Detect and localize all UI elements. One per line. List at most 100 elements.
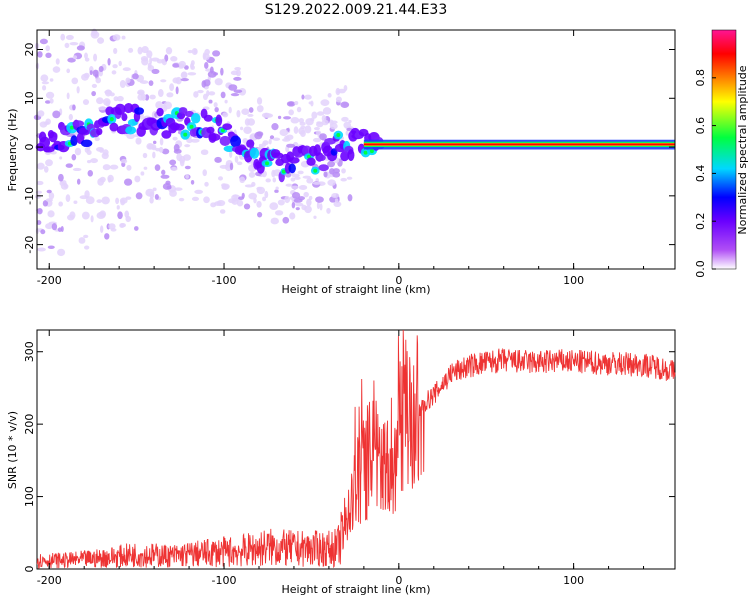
- spectrogram-blob: [246, 139, 255, 148]
- spectrogram-blob: [71, 154, 77, 161]
- spectrogram-blob: [265, 178, 271, 183]
- x-tick-label: 0: [395, 574, 402, 587]
- spectrogram-blob: [214, 156, 222, 163]
- colorbar-label: Normalized spectral amplitude: [736, 65, 749, 234]
- spectrogram-blob: [193, 49, 197, 54]
- spectrogram-blob: [109, 164, 119, 170]
- spectrogram-blob: [178, 197, 185, 202]
- snr-yticks: 0 100 200 300: [23, 341, 675, 573]
- spectrogram-blob: [271, 123, 279, 131]
- spectrogram-blob: [322, 107, 332, 115]
- spectrogram-blob: [295, 207, 300, 211]
- spectrogram-blob: [346, 176, 353, 180]
- spectrogram-blob: [119, 80, 126, 88]
- spectrogram-blob: [271, 169, 276, 178]
- spectrogram-blob: [269, 135, 275, 140]
- spectrogram-blob: [229, 150, 233, 158]
- spectrogram-blob: [208, 99, 213, 104]
- spectrogram-blob: [203, 196, 210, 204]
- spectrogram-blob: [190, 113, 201, 124]
- spectrogram-blob: [107, 176, 112, 183]
- spectrogram-blob: [288, 163, 296, 174]
- spectrogram-blob: [234, 66, 241, 71]
- spectrogram-blob: [103, 98, 111, 106]
- spectrogram-blob: [119, 197, 128, 204]
- spectrogram-blob: [39, 38, 48, 45]
- spectrogram-blob: [202, 169, 207, 177]
- y-tick-label: 300: [23, 341, 36, 362]
- spectrogram-blob: [121, 35, 126, 40]
- spectrogram-blob: [99, 176, 106, 183]
- spectrogram-blob: [37, 51, 43, 58]
- spectrogram-blob: [52, 110, 61, 119]
- spectrogram-blob: [45, 159, 53, 167]
- spectrogram-blob: [272, 137, 281, 141]
- spectrogram-blob: [116, 95, 124, 102]
- spectrogram-blob: [79, 195, 89, 200]
- spectrogram-blob: [303, 191, 309, 198]
- spectrogram-blob: [117, 211, 123, 220]
- spectrogram-blob: [44, 100, 51, 104]
- spectrogram-blob: [238, 196, 244, 200]
- spectrogram-blob: [236, 110, 241, 118]
- spectrogram-blob: [90, 30, 100, 39]
- spectrogram-blob: [284, 195, 291, 204]
- colorbar-tick-label: 0.8: [694, 69, 707, 87]
- spectrogram-blob: [277, 115, 282, 120]
- spectrogram-blob: [159, 137, 164, 146]
- spectrogram-ylabel: Frequency (Hz): [6, 109, 19, 192]
- x-tick-label: -200: [37, 574, 62, 587]
- spectrogram-blob: [204, 61, 209, 69]
- spectrogram-blob: [329, 119, 334, 126]
- band-core: [363, 143, 675, 146]
- spectrogram-blob: [239, 176, 246, 184]
- spectrogram-blob: [142, 152, 148, 159]
- spectrogram-blob: [183, 132, 188, 137]
- spectrogram-blob: [279, 129, 289, 137]
- spectrogram-blob: [206, 126, 215, 134]
- spectrogram-blob: [269, 202, 279, 211]
- spectrogram-blob: [316, 201, 320, 210]
- spectrogram-blob: [134, 107, 145, 115]
- snr-xlabel: Height of straight line (km): [281, 583, 430, 596]
- spectrogram-blob: [125, 77, 131, 84]
- spectrogram-blob: [97, 37, 105, 44]
- spectrogram-blob: [222, 123, 233, 131]
- spectrogram-blob: [341, 168, 346, 174]
- spectrogram-blob: [59, 156, 63, 160]
- spectrogram-blob: [36, 162, 45, 170]
- spectrogram-blob: [271, 152, 284, 159]
- spectrogram-blob: [291, 201, 296, 209]
- spectrogram-blob: [87, 170, 94, 177]
- spectrogram-blob: [37, 110, 45, 117]
- spectrogram-blob: [201, 80, 207, 88]
- spectrogram-blob: [113, 47, 118, 55]
- spectrogram-blob: [140, 93, 147, 101]
- spectrogram-blob: [154, 164, 161, 172]
- spectrogram-blob: [321, 115, 327, 122]
- spectrogram-blob: [109, 117, 114, 122]
- spectrogram-blob: [111, 70, 117, 75]
- spectrogram-blob: [43, 121, 50, 126]
- spectrogram-blob: [40, 229, 46, 235]
- spectrogram-blob: [215, 114, 223, 127]
- spectrogram-blob: [72, 167, 82, 172]
- spectrogram-blob: [335, 96, 342, 103]
- spectrogram-blob: [102, 164, 111, 171]
- x-tick-label: -100: [212, 274, 237, 287]
- spectrogram-blob: [223, 145, 235, 152]
- spectrogram-blob: [213, 72, 218, 76]
- spectrogram-blob: [214, 201, 222, 206]
- spectrogram-blob: [316, 111, 325, 116]
- spectrogram-blob: [36, 207, 43, 215]
- spectrogram-blob: [180, 77, 189, 82]
- spectrogram-blob: [262, 196, 267, 202]
- spectrogram-blob: [83, 234, 89, 239]
- spectrogram-blob: [327, 160, 336, 168]
- spectrogram-blob: [256, 186, 266, 195]
- spectrogram-blob: [149, 197, 154, 204]
- spectrogram-blob: [311, 111, 318, 119]
- spectrogram-blob: [235, 69, 241, 77]
- spectrogram-blob: [63, 182, 68, 189]
